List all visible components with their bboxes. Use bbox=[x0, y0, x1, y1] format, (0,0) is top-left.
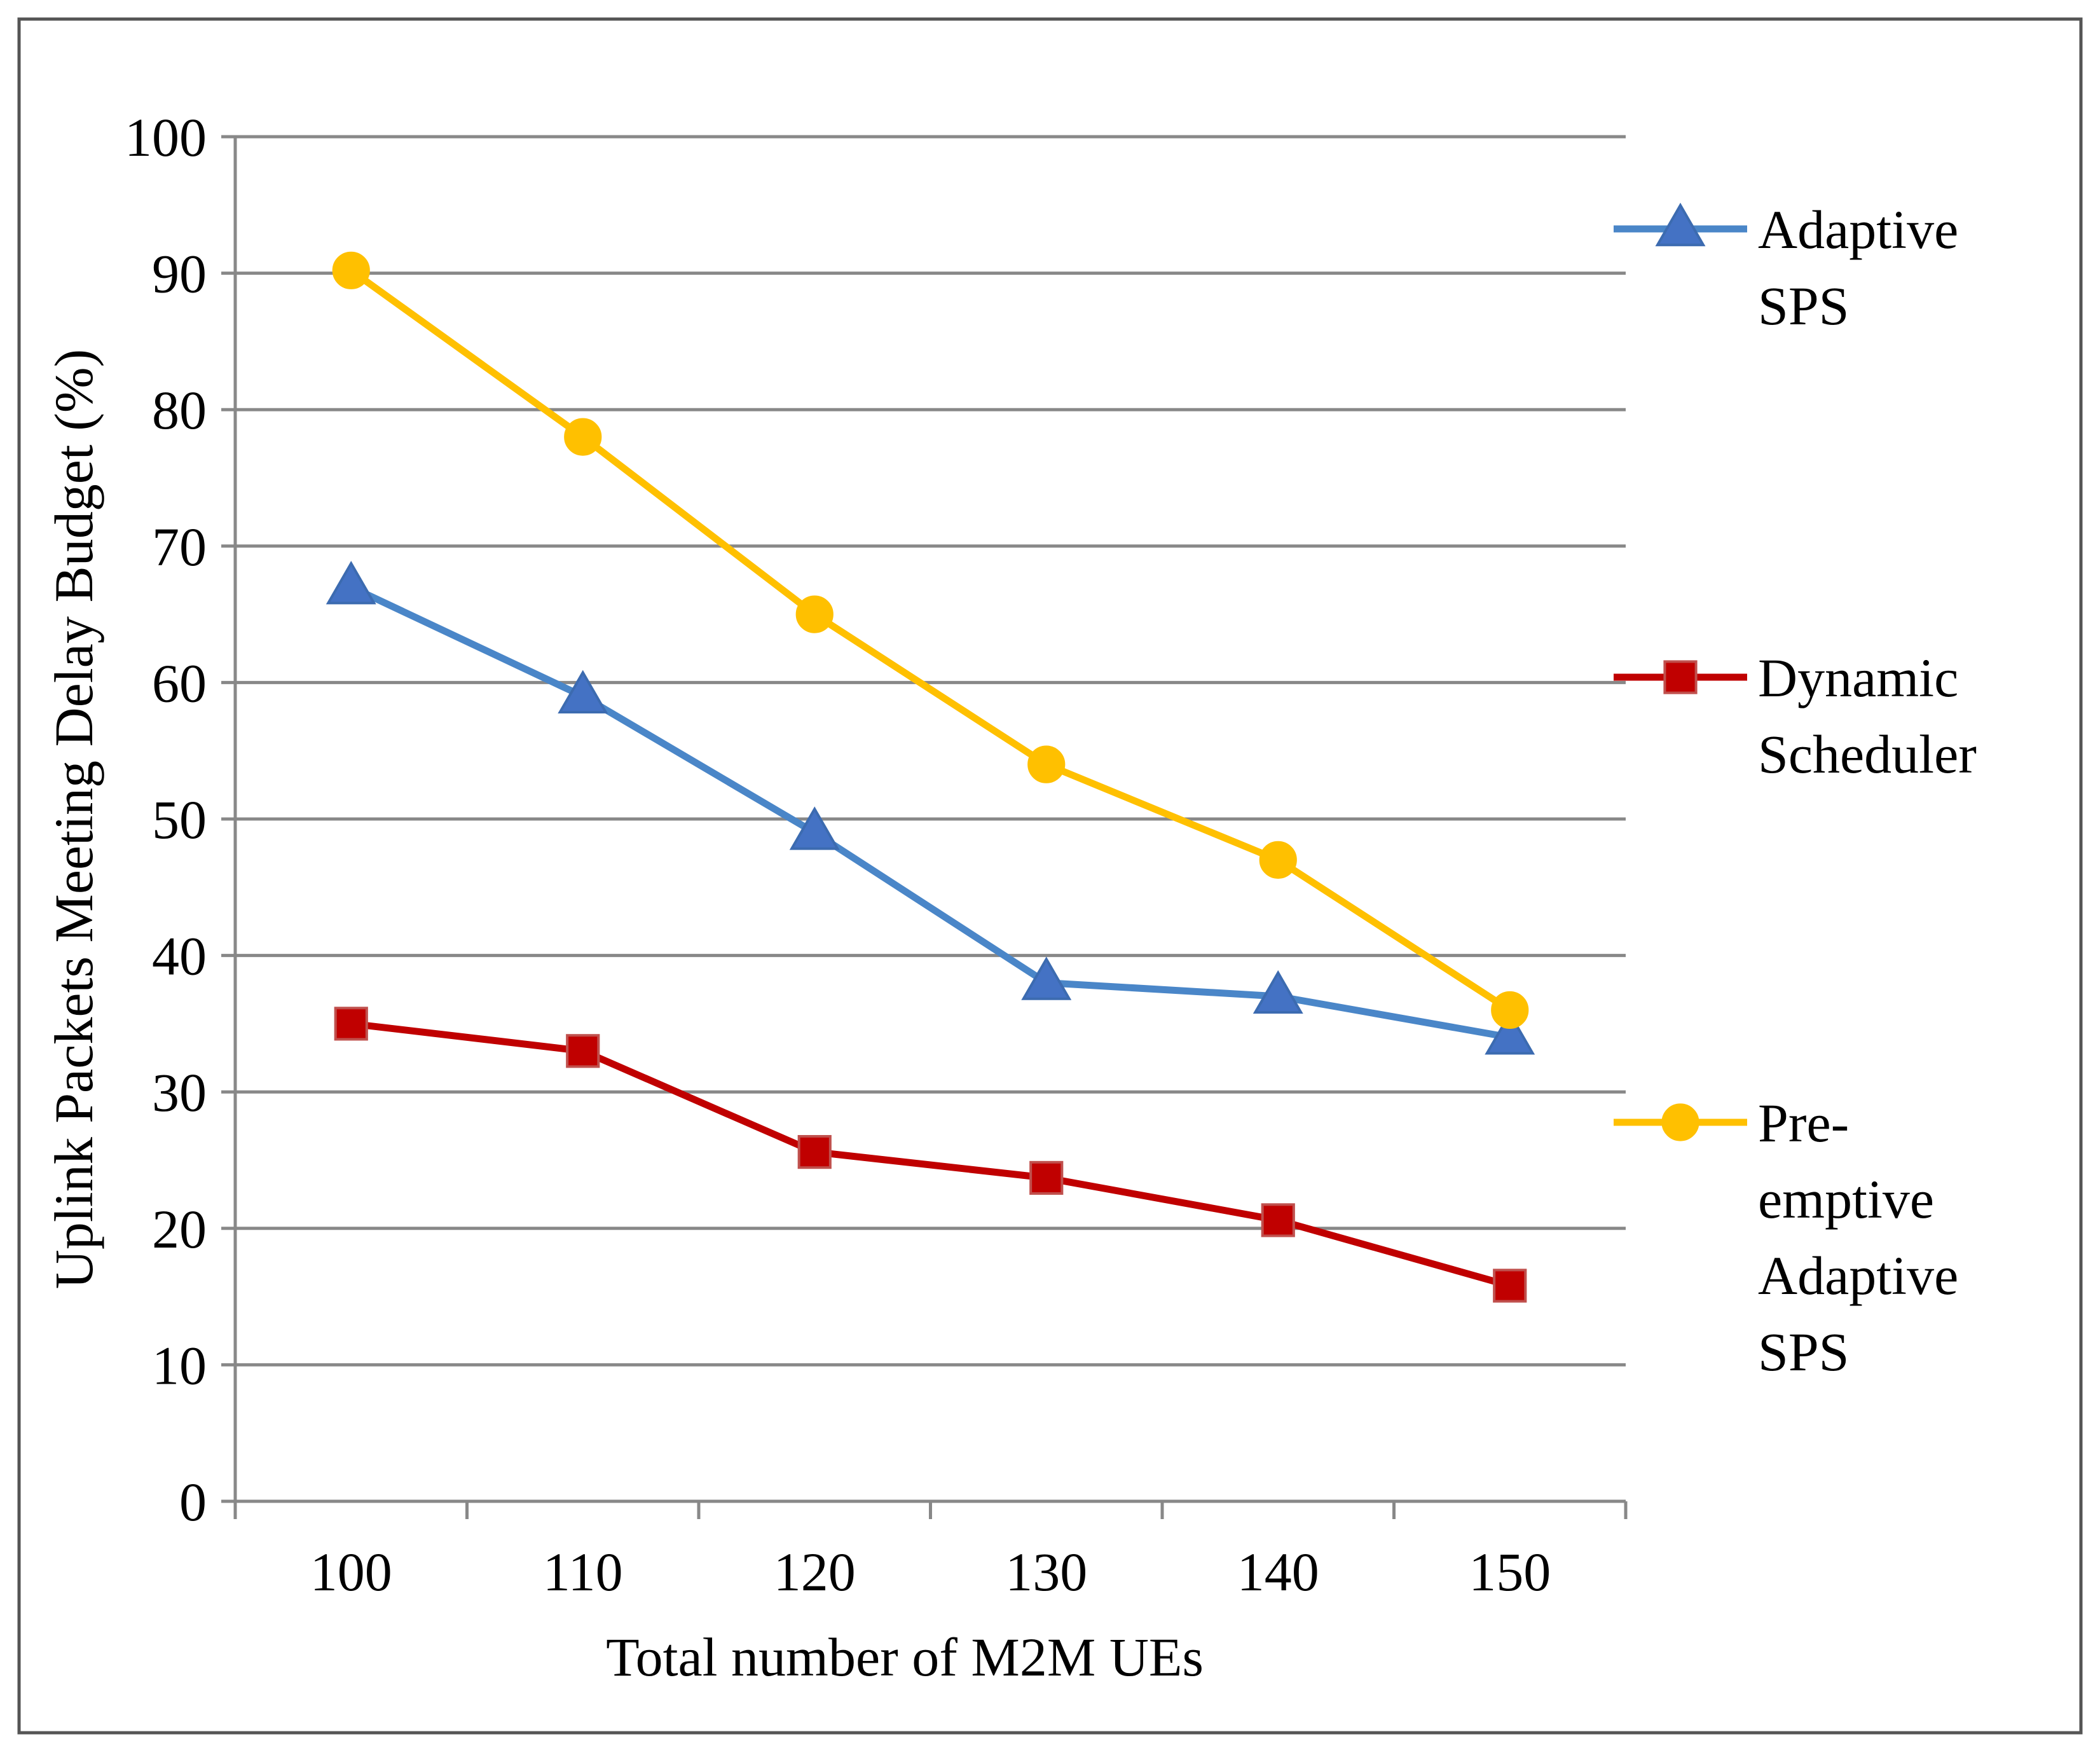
y-tick-label: 50 bbox=[152, 789, 207, 850]
legend-label: Scheduler bbox=[1758, 724, 1977, 785]
x-tick-label: 150 bbox=[1469, 1541, 1551, 1602]
x-tick-label: 100 bbox=[310, 1541, 392, 1602]
y-tick-label: 10 bbox=[152, 1335, 207, 1396]
y-tick-labels: 0 10 20 30 40 50 60 70 80 90 100 bbox=[125, 107, 207, 1532]
data-point bbox=[789, 806, 840, 850]
x-tick-labels: 100 110 120 130 140 150 bbox=[233, 1501, 1628, 1602]
series bbox=[326, 251, 1535, 1303]
legend-item-1: Dynamic Scheduler bbox=[1614, 647, 1977, 785]
data-point bbox=[566, 1034, 600, 1068]
data-point bbox=[1491, 991, 1529, 1029]
legend-label: Adaptive bbox=[1758, 1245, 1958, 1306]
data-point bbox=[564, 418, 602, 456]
data-point bbox=[1261, 1203, 1295, 1237]
data-point bbox=[1029, 1160, 1064, 1195]
legend-marker bbox=[1655, 202, 1706, 247]
y-tick-label: 40 bbox=[152, 926, 207, 987]
gridlines bbox=[221, 135, 1626, 1503]
x-tick-label: 120 bbox=[774, 1541, 856, 1602]
legend-label: emptive bbox=[1758, 1169, 1934, 1230]
legend: Adaptive SPS Dynamic Scheduler Pre-emptive Ad… bbox=[1614, 199, 1977, 1382]
x-tick-label: 130 bbox=[1005, 1541, 1087, 1602]
data-point bbox=[332, 251, 370, 289]
legend-label: SPS bbox=[1758, 1321, 1850, 1382]
legend-marker bbox=[1663, 660, 1698, 694]
legend-label: Pre- bbox=[1758, 1092, 1849, 1153]
y-tick-label: 80 bbox=[152, 380, 207, 441]
y-tick-label: 90 bbox=[152, 244, 207, 305]
legend-item-0: Adaptive SPS bbox=[1614, 199, 1958, 336]
data-point bbox=[1252, 970, 1303, 1014]
data-point bbox=[1021, 956, 1072, 1000]
series-line bbox=[347, 583, 1514, 1041]
series-1 bbox=[334, 1007, 1527, 1303]
series-line bbox=[347, 266, 1514, 1014]
y-tick-label: 70 bbox=[152, 516, 207, 577]
y-tick-label: 100 bbox=[125, 107, 207, 168]
y-tick-label: 30 bbox=[152, 1062, 207, 1123]
y-tick-label: 20 bbox=[152, 1199, 207, 1260]
data-point bbox=[797, 1135, 832, 1169]
y-axis-title: Uplink Packets Meeting Delay Budget (%) bbox=[43, 349, 104, 1289]
data-point bbox=[1485, 1011, 1535, 1055]
x-axis-title: Total number of M2M UEs bbox=[606, 1627, 1204, 1688]
legend-item-2: Pre-emptive Adaptive SPS bbox=[1614, 1092, 1958, 1382]
legend-label: Adaptive bbox=[1758, 199, 1958, 260]
data-point bbox=[1259, 841, 1297, 879]
legend-label: Dynamic bbox=[1758, 647, 1958, 708]
series-0 bbox=[326, 560, 1535, 1055]
series-2 bbox=[332, 251, 1529, 1029]
legend-label: SPS bbox=[1758, 275, 1850, 336]
legend-marker bbox=[1661, 1103, 1699, 1141]
data-point bbox=[795, 595, 834, 633]
x-tick-label: 110 bbox=[543, 1541, 623, 1602]
data-point bbox=[334, 1007, 368, 1041]
chart-border bbox=[17, 17, 2083, 1735]
series-line bbox=[347, 1020, 1514, 1290]
data-point bbox=[558, 670, 608, 714]
y-tick-label: 0 bbox=[179, 1471, 207, 1532]
data-point bbox=[1493, 1269, 1527, 1303]
data-point bbox=[326, 560, 376, 605]
x-tick-label: 140 bbox=[1237, 1541, 1319, 1602]
y-tick-label: 60 bbox=[152, 652, 207, 713]
data-point bbox=[1027, 745, 1066, 783]
